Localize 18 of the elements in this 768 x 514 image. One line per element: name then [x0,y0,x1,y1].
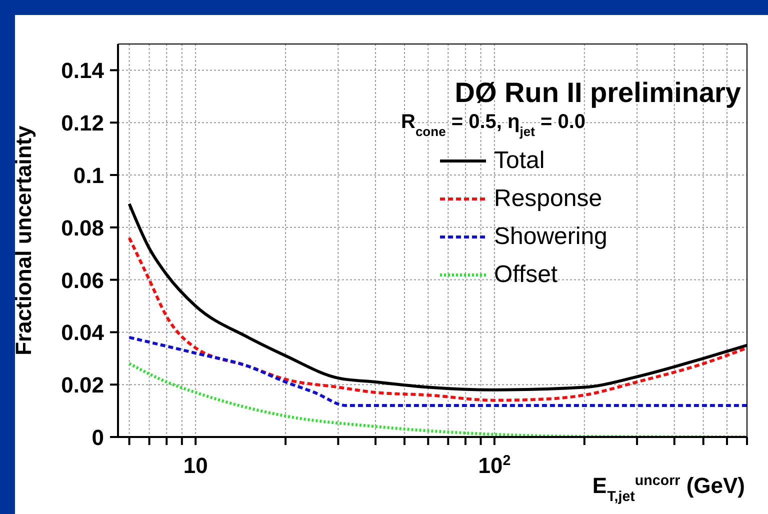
legend-label: Showering [494,223,608,251]
annotation: R$_{cone}$ = 0.5, η$_{jet}$ = 0.0 [401,111,586,138]
y-tick-label: 0 [92,425,104,450]
legend-label: Response [494,185,602,213]
y-tick-label: 0.08 [61,215,104,240]
legend-label: Offset [494,261,558,289]
legend-label: Total [494,147,545,175]
y-tick-label: 0.02 [61,372,104,398]
x-tick-label: 10$^{2}$ [478,453,511,478]
x-axis-title: E$_{T,jet}$$^{uncorr}$ (GeV) [592,473,745,505]
x-tick-label: 10 [183,453,208,478]
y-tick-label: 0.12 [61,110,104,136]
y-tick-label: 0.06 [61,268,104,293]
y-tick-label: 0.14 [61,58,105,84]
y-axis-title: Fractional uncertainty [10,124,36,356]
annotation: DØ Run II preliminary [454,77,742,108]
y-tick-label: 0.04 [61,320,105,346]
y-tick-label: 0.1 [73,163,104,188]
